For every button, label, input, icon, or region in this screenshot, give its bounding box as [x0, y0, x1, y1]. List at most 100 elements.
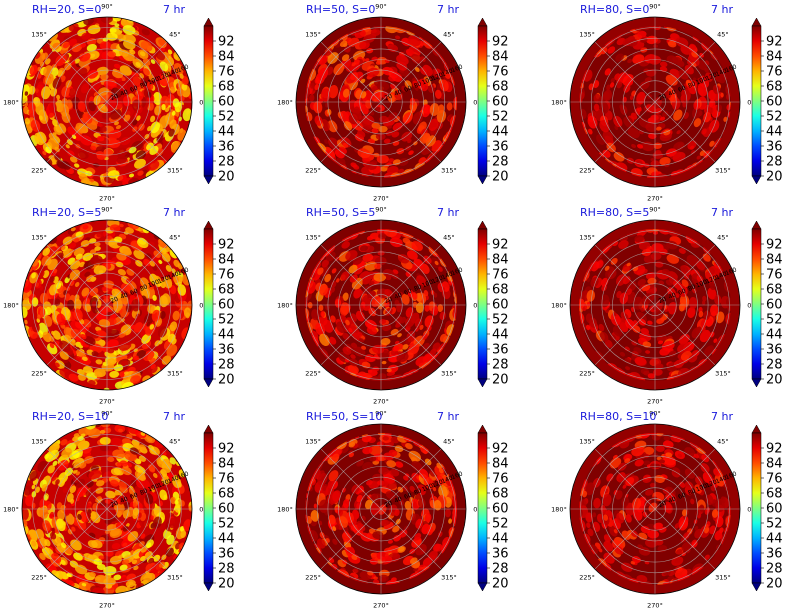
polar-panel: 20 40 60 801001201401600°45°90°135°180°225°…: [551, 410, 782, 610]
colorbar-tick-label: 28: [492, 155, 509, 170]
panel-title: RH=80, S=10: [580, 410, 656, 423]
colorbar-tick-label: 60: [218, 502, 235, 517]
colorbar-tick-label: 44: [766, 125, 783, 140]
radial-tick-label: 140: [715, 67, 728, 78]
angular-tick-label: 270°: [373, 195, 389, 203]
colorbar-tick-label: 52: [492, 110, 509, 125]
colorbar-tick-label: 44: [218, 125, 235, 140]
angular-tick-label: 45°: [717, 234, 729, 242]
radial-tick-label: 20: [384, 93, 394, 102]
radial-tick-label: 120: [431, 275, 444, 286]
polar-panel: 20 40 60 801001201401600°45°90°135°180°225°…: [3, 410, 234, 610]
colorbar-tick-label: 60: [766, 298, 783, 313]
angular-tick-label: 315°: [715, 166, 731, 174]
radial-tick-label: 100: [695, 279, 708, 290]
radial-tick-label: 100: [147, 483, 160, 494]
colorbar-tick-label: 84: [492, 253, 509, 268]
angular-tick-label: 0°: [473, 302, 480, 310]
panel-time-label: 7 hr: [437, 3, 459, 16]
panels-layer: 20 40 60 801001201401600°45°90°135°180°225°…: [3, 3, 782, 610]
polar-panel: 20 40 60 801001201401600°45°90°135°180°225°…: [551, 3, 782, 203]
colorbar-tick-label: 68: [218, 80, 235, 95]
polar-grid: [21, 16, 193, 188]
colorbar-tick-label: 36: [218, 343, 235, 358]
angular-tick-label: 315°: [715, 369, 731, 377]
radial-tick-label: 80: [413, 80, 423, 89]
angular-tick-label: 135°: [305, 234, 321, 242]
radial-tick-label: 80: [687, 283, 697, 292]
panel-title: RH=20, S=5: [32, 206, 101, 219]
radial-tick-label: 40: [119, 88, 129, 97]
colorbar-tick-label: 36: [492, 547, 509, 562]
radial-tick-label: 100: [147, 76, 160, 87]
colorbar-gradient: [751, 25, 762, 177]
angular-tick-label: 0°: [473, 506, 480, 514]
colorbar-tick-label: 44: [492, 125, 509, 140]
colorbar-min-extend: [203, 582, 214, 592]
colorbar-tick-label: 68: [218, 487, 235, 502]
colorbar-gradient: [477, 25, 488, 177]
panel-time-label: 7 hr: [163, 410, 185, 423]
radial-tick-label: 160: [450, 63, 463, 74]
panel-title: RH=20, S=10: [32, 410, 108, 423]
colorbar-tick-label: 84: [766, 50, 783, 65]
radial-tick-label: 20: [658, 93, 668, 102]
panel-time-label: 7 hr: [437, 410, 459, 423]
colorbar-tick-label: 36: [492, 343, 509, 358]
polar-grid: [569, 219, 741, 391]
radial-tick-label: 20: [110, 500, 120, 509]
angular-tick-label: 315°: [441, 166, 457, 174]
colorbar-tick-label: 52: [766, 517, 783, 532]
angular-tick-label: 180°: [3, 302, 19, 310]
radial-tick-label: 120: [157, 72, 170, 83]
angular-tick-label: 270°: [647, 602, 663, 610]
angular-tick-label: 270°: [647, 195, 663, 203]
angular-tick-label: 0°: [199, 99, 206, 107]
colorbar-tick-label: 92: [766, 238, 783, 253]
angular-tick-label: 0°: [199, 302, 206, 310]
colorbar-tick-label: 68: [492, 283, 509, 298]
colorbar-tick-label: 52: [492, 517, 509, 532]
angular-tick-label: 45°: [169, 31, 181, 39]
radial-tick-label: 80: [687, 80, 697, 89]
angular-tick-label: 225°: [31, 369, 47, 377]
colorbar-tick-label: 20: [766, 373, 783, 388]
colorbar-tick-label: 68: [218, 283, 235, 298]
colorbar-tick-label: 68: [492, 487, 509, 502]
panel-title: RH=20, S=0: [32, 3, 101, 16]
radial-tick-label: 40: [393, 88, 403, 97]
heatmap-texture: [575, 428, 735, 589]
angular-tick-label: 180°: [551, 506, 567, 514]
angular-tick-label: 0°: [199, 506, 206, 514]
radial-tick-label: 60: [677, 84, 687, 93]
polar-panel: 20 40 60 801001201401600°45°90°135°180°225°…: [551, 206, 782, 406]
radial-tick-label: 160: [176, 63, 189, 74]
polar-grid: [569, 423, 741, 595]
colorbar-tick-label: 68: [492, 80, 509, 95]
colorbar-max-extend: [477, 17, 488, 27]
colorbar-tick-label: 60: [766, 95, 783, 110]
colorbar-tick-label: 28: [492, 358, 509, 373]
colorbar-tick-label: 76: [492, 472, 509, 487]
angular-tick-label: 225°: [579, 166, 595, 174]
colorbar-tick-label: 52: [492, 313, 509, 328]
angular-tick-label: 90°: [649, 3, 661, 11]
colorbar-tick-label: 60: [218, 95, 235, 110]
colorbar-gradient: [203, 25, 214, 177]
panel-time-label: 7 hr: [163, 206, 185, 219]
colorbar-tick-label: 36: [766, 343, 783, 358]
colorbar-gradient: [477, 432, 488, 584]
colorbar-tick-label: 84: [766, 457, 783, 472]
colorbar-tick-label: 84: [492, 50, 509, 65]
radial-tick-label: 120: [157, 479, 170, 490]
colorbar-min-extend: [751, 378, 762, 388]
colorbar-tick-label: 92: [492, 238, 509, 253]
colorbar-max-extend: [477, 424, 488, 434]
colorbar-tick-label: 28: [492, 562, 509, 577]
radial-tick-label: 100: [421, 76, 434, 87]
radial-tick-label: 140: [441, 67, 454, 78]
colorbar-tick-label: 36: [218, 140, 235, 155]
angular-tick-label: 135°: [31, 234, 47, 242]
